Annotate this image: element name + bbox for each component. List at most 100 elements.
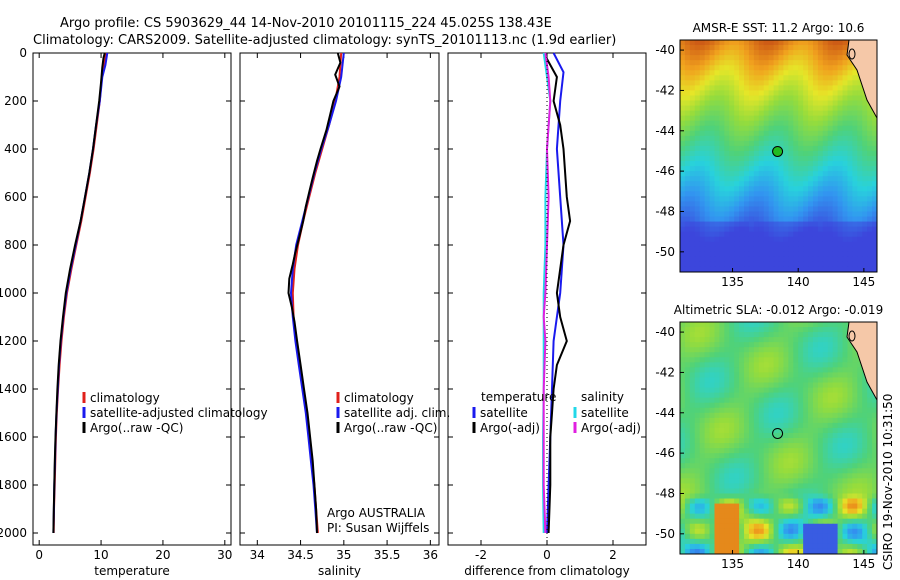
map-cell (748, 342, 755, 348)
map-cell (803, 337, 809, 343)
map-cell (842, 543, 849, 550)
map-cell (847, 523, 853, 530)
map-cell (862, 412, 868, 419)
map-cell (684, 156, 691, 162)
map-cell (822, 528, 829, 535)
map-cell (744, 523, 750, 530)
map-cell (689, 95, 696, 102)
map-cell (694, 448, 701, 454)
map-cell (694, 246, 701, 253)
map-cell (734, 176, 740, 182)
map-cell (724, 221, 730, 228)
map-cell (778, 402, 785, 409)
map-cell (753, 528, 760, 535)
map-cell (763, 50, 770, 56)
map-cell (709, 392, 716, 399)
map-cell (812, 352, 819, 358)
map-cell (872, 533, 877, 540)
map-cell (753, 548, 760, 554)
map-cell (872, 422, 877, 429)
map-cell (778, 458, 785, 464)
map-cell (812, 135, 819, 142)
map-cell (798, 221, 804, 228)
map-cell (729, 528, 735, 535)
map-cell (680, 372, 686, 379)
map-cell (793, 80, 799, 86)
map-cell (729, 241, 735, 248)
map-cell (852, 493, 858, 500)
map-cell (867, 508, 873, 515)
map-cell (822, 90, 829, 97)
map-cell (832, 55, 839, 61)
map-cell (709, 322, 716, 328)
map-cell (684, 453, 691, 459)
legend-label: satellite adj. clim. (344, 406, 450, 420)
map-cell (699, 261, 706, 268)
map-cell (680, 548, 686, 554)
map-cell (739, 538, 745, 545)
map-cell (689, 100, 696, 107)
map-cell (724, 498, 730, 505)
map-cell (812, 40, 819, 46)
map-cell (699, 90, 706, 97)
map-cell (788, 196, 794, 202)
map-cell (739, 70, 745, 76)
map-cell (729, 261, 735, 268)
map-cell (704, 75, 711, 81)
map-cell (719, 201, 725, 208)
map-cell (842, 216, 849, 223)
map-cell (862, 211, 868, 218)
map-cell (729, 206, 735, 213)
map-cell (753, 392, 760, 399)
map-cell (684, 427, 691, 434)
map-cell (758, 478, 765, 484)
map-cell (739, 150, 745, 157)
map-cell (803, 488, 809, 495)
map-cell (699, 161, 706, 167)
map-cell (689, 493, 696, 500)
map-cell (852, 402, 858, 409)
map-cell (719, 125, 725, 132)
map-cell (753, 397, 760, 404)
map-cell (862, 266, 868, 272)
map-cell (798, 75, 804, 81)
map-cell (684, 186, 691, 192)
map-cell (857, 422, 863, 429)
map-cell (714, 538, 720, 545)
map-cell (714, 478, 720, 484)
map-cell (842, 70, 849, 76)
map-cell (808, 65, 814, 71)
map-cell (827, 246, 834, 253)
map-cell (753, 211, 760, 218)
map-cell (729, 115, 735, 122)
map-cell (684, 367, 691, 374)
map-cell (798, 60, 804, 66)
map-cell (689, 150, 696, 157)
map-cell (778, 40, 785, 46)
map-cell (699, 85, 706, 92)
map-cell (763, 528, 770, 535)
map-cell (748, 337, 755, 343)
map-cell (812, 402, 819, 409)
map-cell (748, 80, 755, 86)
map-cell (689, 347, 696, 353)
map-cell (699, 145, 706, 152)
map-cell (768, 513, 775, 520)
map-cell (734, 443, 740, 449)
map-cell (798, 156, 804, 162)
map-cell (788, 40, 794, 46)
map-cell (832, 362, 839, 368)
map-cell (758, 523, 765, 530)
map-cell (768, 332, 775, 338)
map-cell (837, 176, 844, 182)
map-cell (812, 90, 819, 97)
map-cell (803, 543, 809, 550)
map-cell (778, 95, 785, 102)
map-cell (822, 513, 829, 520)
map-cell (704, 407, 711, 414)
map-cell (847, 528, 853, 535)
map-cell (684, 150, 691, 157)
map-cell (862, 377, 868, 384)
map-cell (798, 191, 804, 197)
